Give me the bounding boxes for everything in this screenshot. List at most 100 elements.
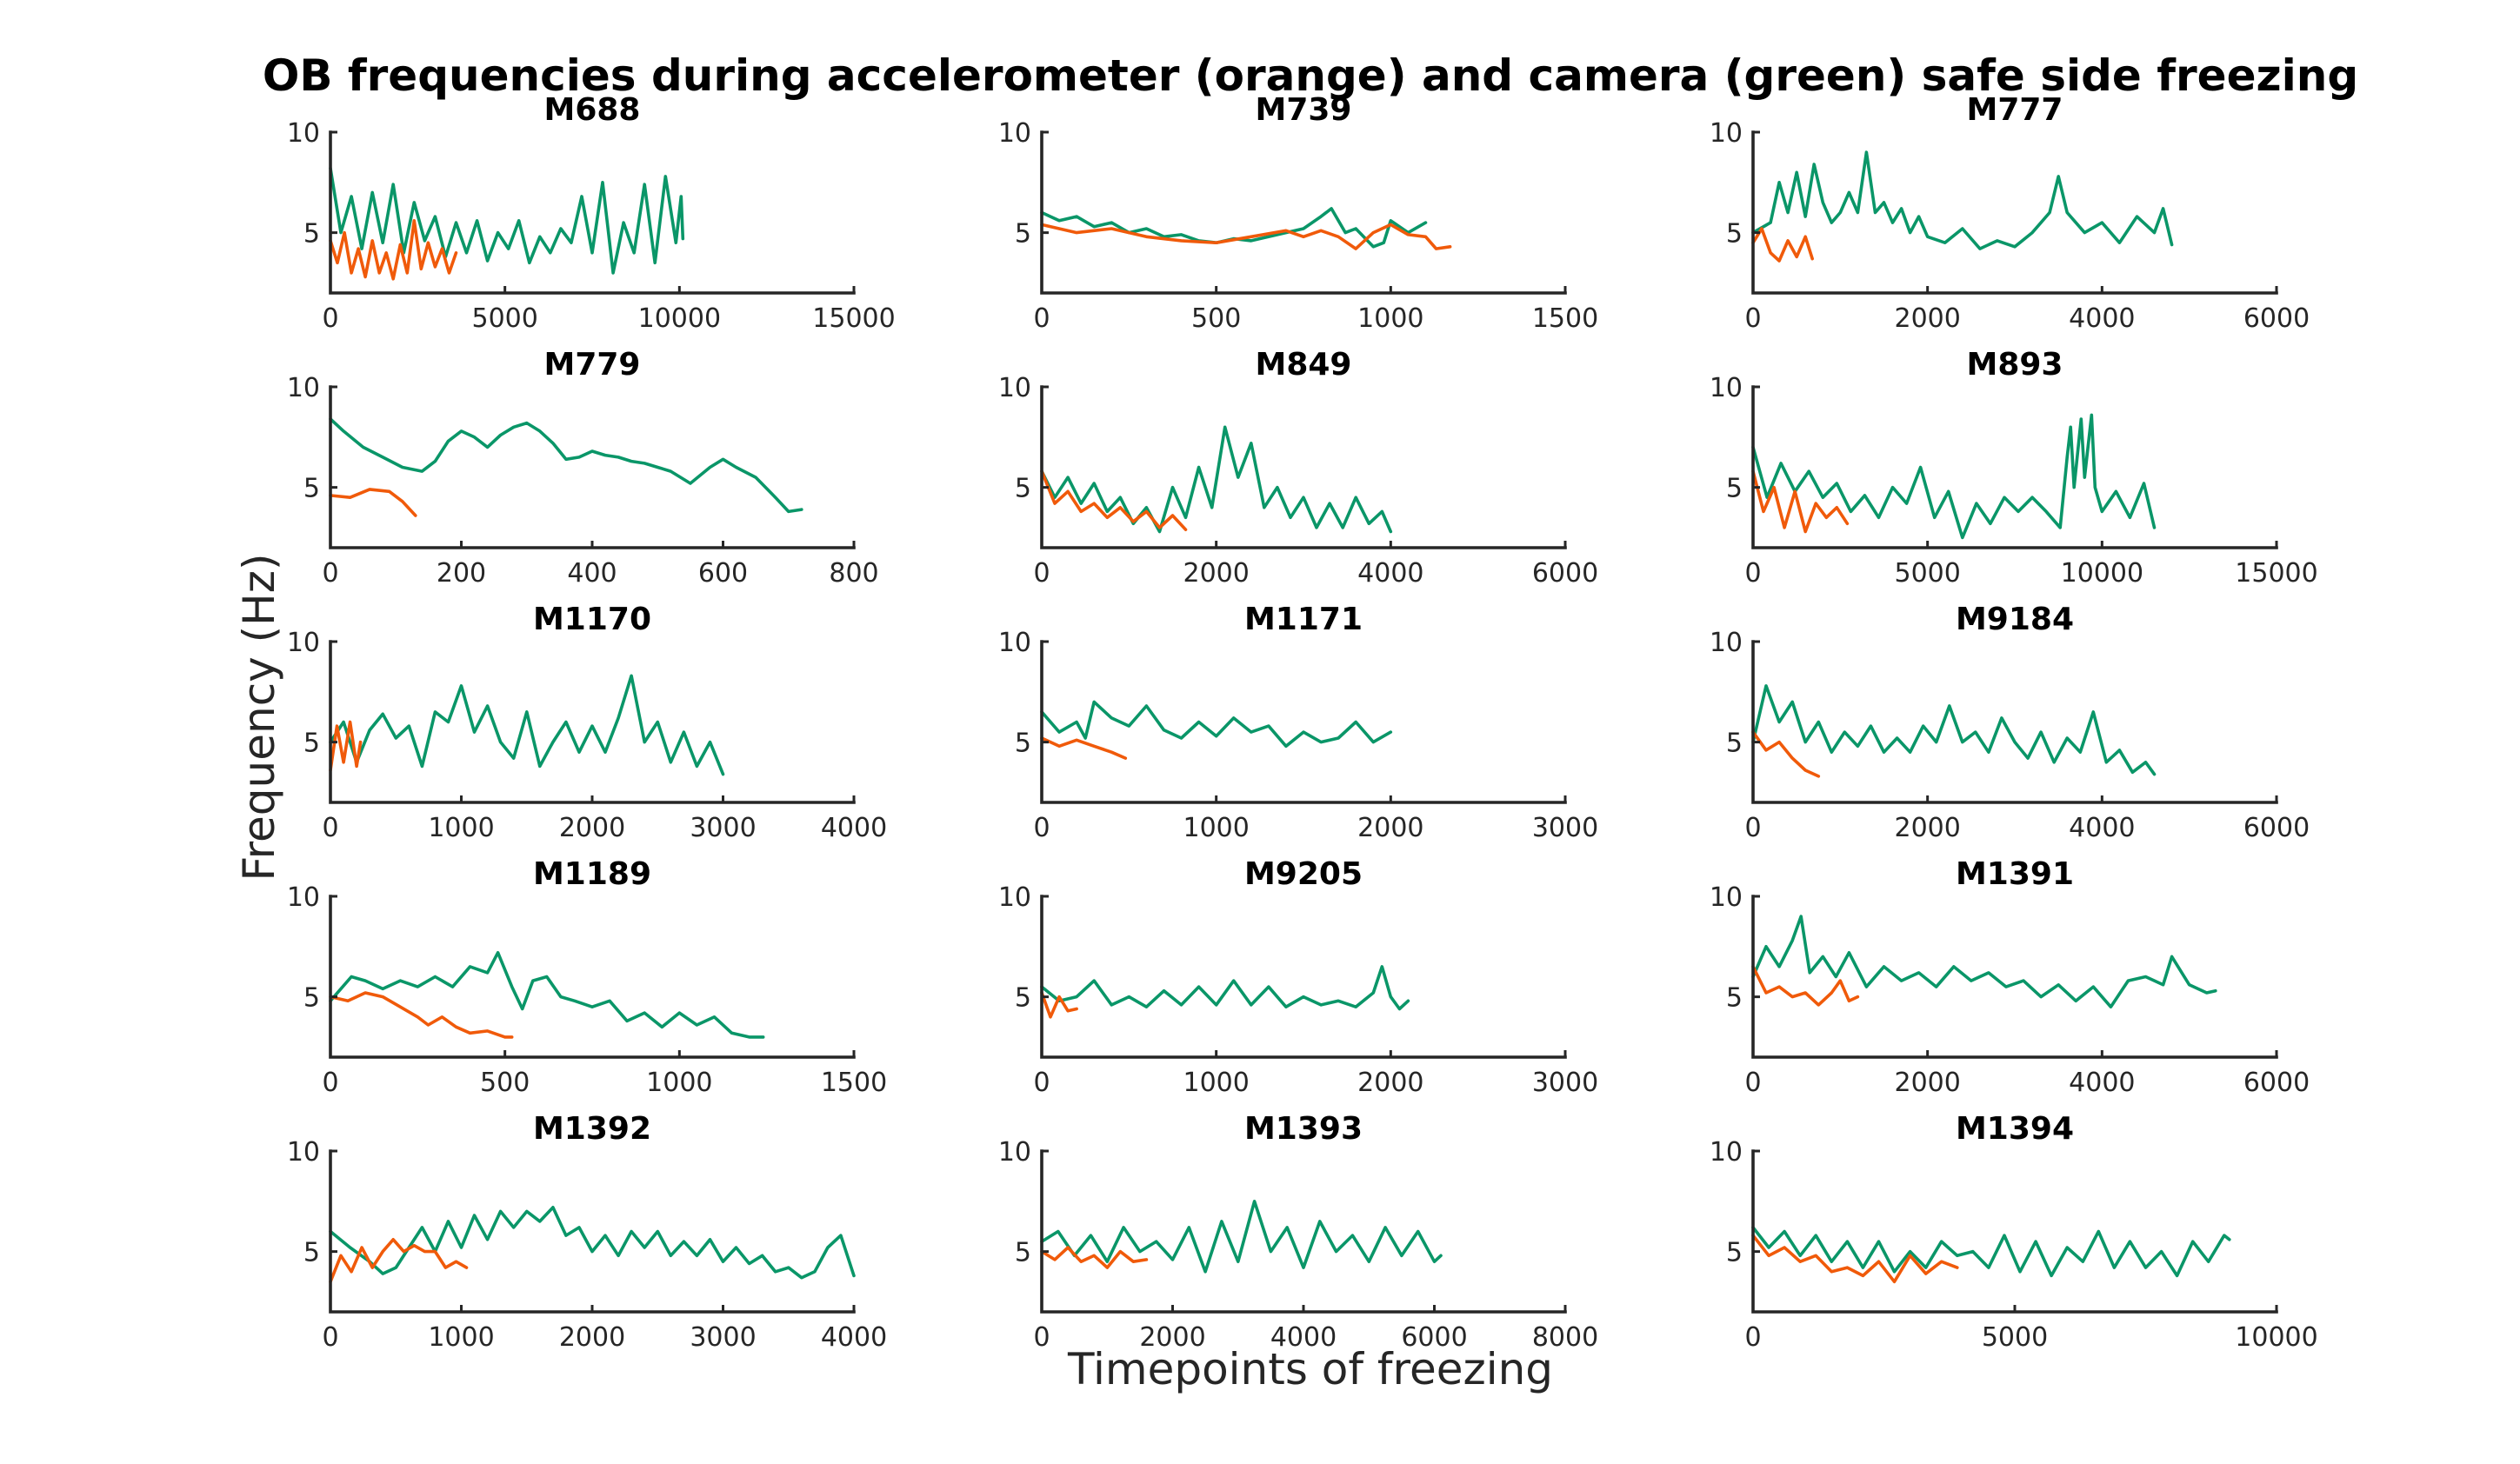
- x-tick-label: 15000: [812, 303, 895, 334]
- axes-frame: [1751, 130, 2278, 295]
- x-tick-label: 1500: [821, 1068, 887, 1098]
- x-tick-label: 0: [322, 813, 338, 843]
- x-axis-label: Timepoints of freezing: [1067, 1344, 1553, 1394]
- x-tick-label: 0: [322, 558, 338, 589]
- axes-frame: [1040, 895, 1567, 1059]
- y-tick-label: 10: [998, 1137, 1031, 1168]
- y-tick-label: 5: [303, 729, 320, 759]
- camera-series-line: [1040, 425, 1393, 534]
- accelerometer-series-line: [1751, 227, 1814, 263]
- accelerometer-series-line: [1040, 1246, 1149, 1269]
- subplot-m1170: M1170 0 1000 2000 3000 4000 5 10: [287, 602, 887, 843]
- subplot-title: M9184: [1956, 602, 2074, 637]
- subplot-title: M849: [1256, 347, 1352, 383]
- subplot-title: M1394: [1956, 1111, 2074, 1147]
- x-tick-label: 3000: [1532, 813, 1598, 843]
- subplot-title: M739: [1256, 92, 1352, 128]
- axes-frame: [329, 1149, 856, 1314]
- subplot-title: M1392: [533, 1111, 651, 1147]
- x-tick-label: 4000: [821, 813, 887, 843]
- camera-series-line: [1040, 207, 1428, 249]
- subplot-m9205: M9205 0 1000 2000 3000 5 10: [998, 856, 1598, 1098]
- y-tick-label: 5: [1726, 219, 1743, 250]
- x-tick-label: 1000: [1357, 303, 1423, 334]
- x-tick-label: 4000: [2069, 1068, 2135, 1098]
- accelerometer-series-line: [1751, 1234, 1959, 1284]
- y-tick-label: 10: [287, 628, 320, 658]
- x-tick-label: 0: [1033, 558, 1050, 589]
- x-tick-label: 1000: [428, 813, 494, 843]
- subplot-m1171: M1171 0 1000 2000 3000 5 10: [998, 602, 1598, 843]
- x-tick-label: 5000: [471, 303, 537, 334]
- x-tick-label: 500: [480, 1068, 530, 1098]
- subplot-m779: M779 0 200 400 600 800 5 10: [287, 347, 879, 589]
- subplot-m1392: M1392 0 1000 2000 3000 4000 5 10: [287, 1111, 887, 1353]
- axes-frame: [1751, 1149, 2278, 1314]
- subplot-m1189: M1189 0 500 1000 1500 5 10: [287, 856, 887, 1098]
- x-tick-label: 3000: [690, 813, 756, 843]
- x-tick-label: 0: [1744, 1068, 1761, 1098]
- subplot-m1393: M1393 0 2000 4000 6000 8000 5 10: [998, 1111, 1598, 1353]
- y-tick-label: 10: [287, 882, 320, 913]
- accelerometer-series-line: [1751, 469, 1850, 534]
- axes-frame: [329, 640, 856, 804]
- y-tick-label: 10: [287, 118, 320, 149]
- x-tick-label: 8000: [1532, 1322, 1598, 1353]
- x-tick-label: 2000: [559, 1322, 625, 1353]
- y-tick-label: 5: [303, 474, 320, 504]
- x-tick-label: 1000: [1183, 813, 1249, 843]
- y-tick-label: 5: [1015, 983, 1031, 1014]
- x-tick-label: 10000: [638, 303, 721, 334]
- x-tick-label: 5000: [1982, 1322, 2048, 1353]
- x-tick-label: 0: [322, 1068, 338, 1098]
- subplot-m739: M739 0 500 1000 1500 5 10: [998, 92, 1598, 334]
- subplot-title: M1391: [1956, 856, 2074, 892]
- y-tick-label: 5: [1015, 729, 1031, 759]
- x-tick-label: 4000: [821, 1322, 887, 1353]
- subplot-title: M688: [544, 92, 641, 128]
- y-tick-label: 5: [1015, 219, 1031, 250]
- x-tick-label: 3000: [690, 1322, 756, 1353]
- figure-title: OB frequencies during accelerometer (ora…: [263, 50, 2358, 101]
- y-tick-label: 10: [287, 373, 320, 403]
- y-tick-label: 5: [1726, 729, 1743, 759]
- x-tick-label: 2000: [1183, 558, 1249, 589]
- accelerometer-series-line: [329, 1238, 469, 1284]
- y-tick-label: 10: [1710, 1137, 1743, 1168]
- accelerometer-series-line: [1040, 223, 1452, 250]
- axes-frame: [1751, 640, 2278, 804]
- axes-frame: [1040, 385, 1567, 549]
- y-tick-label: 5: [1015, 474, 1031, 504]
- camera-series-line: [329, 951, 765, 1039]
- accelerometer-series-line: [1040, 469, 1188, 531]
- x-tick-label: 6000: [2243, 813, 2310, 843]
- x-tick-label: 1000: [1183, 1068, 1249, 1098]
- x-tick-label: 0: [1744, 558, 1761, 589]
- subplot-title: M777: [1967, 92, 2063, 128]
- accelerometer-series-line: [1751, 730, 1821, 778]
- x-tick-label: 6000: [2243, 303, 2310, 334]
- y-tick-label: 10: [1710, 628, 1743, 658]
- camera-series-line: [329, 417, 803, 514]
- x-tick-label: 2000: [559, 813, 625, 843]
- x-tick-label: 2000: [1357, 1068, 1423, 1098]
- y-tick-label: 5: [1726, 1238, 1743, 1268]
- camera-series-line: [1040, 965, 1410, 1011]
- y-tick-label: 10: [998, 882, 1031, 913]
- axes-frame: [1751, 385, 2278, 549]
- camera-series-line: [329, 166, 685, 275]
- camera-series-line: [1751, 413, 2157, 540]
- x-tick-label: 1000: [428, 1322, 494, 1353]
- subplot-m9184: M9184 0 2000 4000 6000 5 10: [1710, 602, 2310, 843]
- subplot-title: M779: [544, 347, 641, 383]
- x-tick-label: 800: [829, 558, 878, 589]
- accelerometer-series-line: [329, 720, 363, 772]
- accelerometer-series-line: [329, 991, 514, 1039]
- x-tick-label: 500: [1191, 303, 1241, 334]
- x-tick-label: 4000: [1270, 1322, 1337, 1353]
- subplot-m1391: M1391 0 2000 4000 6000 5 10: [1710, 856, 2310, 1098]
- camera-series-line: [1751, 150, 2174, 250]
- x-tick-label: 0: [1744, 813, 1761, 843]
- y-tick-label: 5: [1726, 474, 1743, 504]
